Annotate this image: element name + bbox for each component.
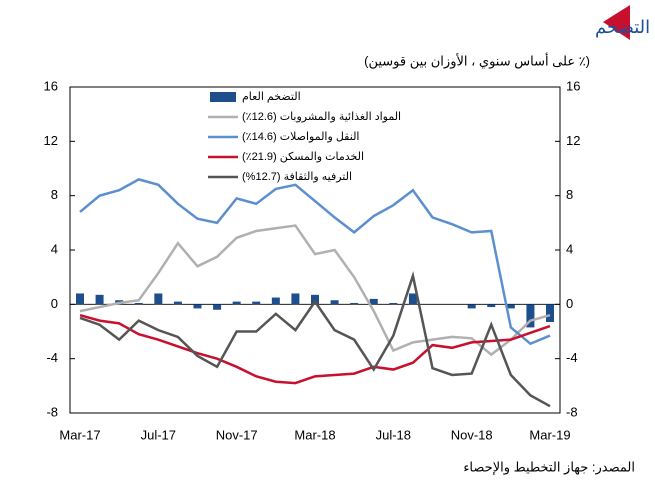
bar <box>154 293 163 305</box>
x-tick-label: Mar-17 <box>59 427 100 442</box>
bar <box>487 304 496 308</box>
y2-tick-label: 16 <box>566 78 580 93</box>
line <box>79 313 551 385</box>
y-tick-label: 16 <box>44 78 58 93</box>
bar <box>232 301 241 305</box>
y2-tick-label: 8 <box>566 187 573 202</box>
y2-tick-label: 12 <box>566 133 580 148</box>
bar <box>291 293 300 305</box>
x-tick-label: Jul-18 <box>376 427 411 442</box>
bar <box>369 298 378 305</box>
bar <box>134 302 143 305</box>
bar <box>193 304 202 309</box>
bar <box>252 301 261 305</box>
legend-label: التضخم العام <box>242 91 301 103</box>
bar <box>408 293 417 305</box>
corner-marker <box>603 5 630 40</box>
y2-tick-label: 4 <box>566 241 573 256</box>
bar <box>467 304 476 309</box>
x-tick-label: Nov-18 <box>451 427 493 442</box>
chart-title: الرسم البياني 2: التضخم <box>595 17 655 38</box>
y-tick-label: 0 <box>51 296 58 311</box>
y2-tick-label: -8 <box>566 404 578 419</box>
x-tick-label: Mar-19 <box>529 427 570 442</box>
bar <box>173 301 182 305</box>
bar <box>330 300 339 305</box>
legend-label: النقل والمواصلات (14.6٪) <box>242 131 359 143</box>
bar <box>213 304 222 310</box>
chart-subtitle: (٪ على أساس سنوي ، الأوزان بين قوسين) <box>364 52 590 69</box>
bar <box>506 304 515 309</box>
legend-label: الترفيه والثقافة (12.7%) <box>242 171 352 183</box>
bar <box>389 302 398 305</box>
legend-label: الخدمات والمسكن (21.9٪) <box>242 151 364 163</box>
bar <box>271 297 280 305</box>
line <box>79 224 551 357</box>
y2-tick-label: 0 <box>566 296 573 311</box>
y-tick-label: -4 <box>46 350 58 365</box>
line <box>79 178 551 346</box>
bar <box>526 304 535 328</box>
y-tick-label: 12 <box>44 133 58 148</box>
line <box>79 271 551 408</box>
y-tick-label: 4 <box>51 241 58 256</box>
bar <box>350 302 359 305</box>
bar <box>95 294 104 305</box>
source: المصدر: جهاز التخطيط والإحصاء <box>463 459 635 475</box>
x-tick-label: Nov-17 <box>216 427 258 442</box>
legend-swatch <box>210 92 236 102</box>
legend-label: المواد الغذائية والمشروبات (12.6٪) <box>242 111 401 123</box>
bar <box>76 293 84 305</box>
y-tick-label: 8 <box>51 187 58 202</box>
y2-tick-label: -4 <box>566 350 578 365</box>
bar <box>546 304 554 322</box>
y-tick-label: -8 <box>46 404 58 419</box>
x-tick-label: Jul-17 <box>141 427 176 442</box>
x-tick-label: Mar-18 <box>294 427 335 442</box>
